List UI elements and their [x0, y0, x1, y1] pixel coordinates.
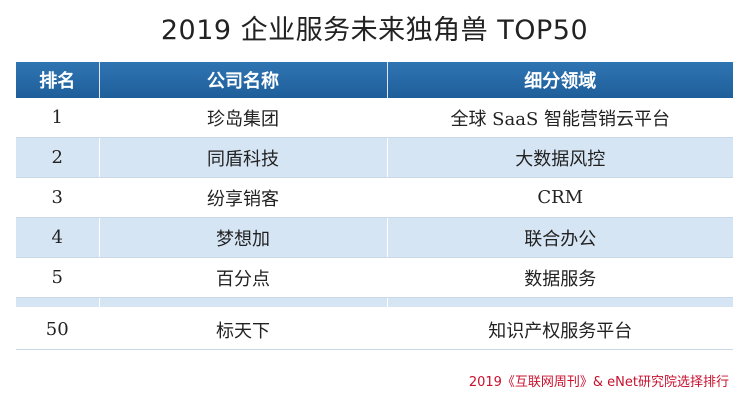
field-cell: 全球 SaaS 智能营销云平台 [386, 98, 733, 138]
table-row: 2 同盾科技 大数据风控 [16, 137, 733, 178]
company-cell: 标天下 [98, 308, 387, 350]
rank-cell: 1 [16, 98, 99, 138]
company-cell: 百分点 [98, 257, 387, 298]
column-header-field: 细分领域 [386, 62, 733, 98]
table-row: 5 百分点 数据服务 [16, 257, 733, 298]
field-cell: 数据服务 [386, 257, 733, 298]
gap-cell [386, 297, 733, 310]
table-header-row: 排名 公司名称 细分领域 [16, 62, 733, 98]
source-credit: 2019《互联网周刊》& eNet研究院选择排行 [468, 375, 729, 390]
rank-cell: 50 [16, 308, 99, 350]
table-row: 1 珍岛集团 全球 SaaS 智能营销云平台 [16, 98, 733, 138]
table-row: 50 标天下 知识产权服务平台 [16, 308, 733, 350]
company-cell: 梦想加 [98, 217, 387, 258]
column-header-company: 公司名称 [98, 62, 387, 98]
company-cell: 同盾科技 [98, 137, 387, 178]
table-gap-row [16, 297, 733, 310]
rank-cell: 4 [16, 217, 99, 258]
field-cell: 联合办公 [386, 217, 733, 258]
table-row: 3 纷享销客 CRM [16, 177, 733, 218]
field-cell: 大数据风控 [386, 137, 733, 178]
gap-cell [16, 297, 99, 310]
gap-cell [98, 297, 387, 310]
rank-cell: 5 [16, 257, 99, 298]
column-header-rank: 排名 [16, 62, 99, 98]
page-title: 2019 企业服务未来独角兽 TOP50 [160, 15, 589, 46]
ranking-table: 排名 公司名称 细分领域 1 珍岛集团 全球 SaaS 智能营销云平台 2 同盾… [16, 62, 733, 350]
company-cell: 珍岛集团 [98, 98, 387, 138]
field-cell: CRM [386, 177, 733, 218]
company-cell: 纷享销客 [98, 177, 387, 218]
rank-cell: 3 [16, 177, 99, 218]
rank-cell: 2 [16, 137, 99, 178]
field-cell: 知识产权服务平台 [386, 308, 733, 350]
table-row: 4 梦想加 联合办公 [16, 217, 733, 258]
